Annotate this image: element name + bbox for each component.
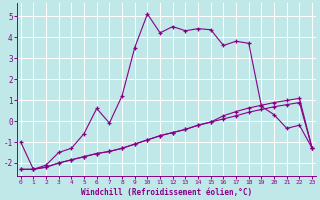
X-axis label: Windchill (Refroidissement éolien,°C): Windchill (Refroidissement éolien,°C) <box>81 188 252 197</box>
